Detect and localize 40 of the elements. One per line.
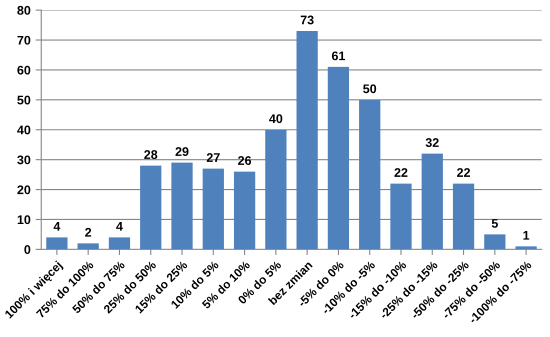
bar xyxy=(422,154,443,250)
data-label: 27 xyxy=(206,153,220,162)
bar xyxy=(296,31,318,250)
y-tick-label: 50 xyxy=(17,96,30,104)
bar xyxy=(452,184,474,250)
data-label: 1 xyxy=(523,231,530,240)
bar xyxy=(234,172,256,250)
data-label: 32 xyxy=(426,138,439,148)
data-label: 4 xyxy=(54,222,60,231)
bar xyxy=(484,234,506,250)
bar xyxy=(171,162,193,250)
bar xyxy=(46,237,68,250)
y-tick-label: 40 xyxy=(17,126,30,134)
y-tick-label: 20 xyxy=(17,185,30,194)
bar xyxy=(140,166,162,250)
data-label: 73 xyxy=(300,16,314,24)
data-label: 4 xyxy=(116,222,123,231)
bar xyxy=(202,168,224,250)
y-tick-label: 10 xyxy=(18,215,30,224)
data-label: 28 xyxy=(144,150,158,159)
bar xyxy=(265,130,286,250)
data-label: 61 xyxy=(332,51,346,60)
bar xyxy=(78,243,99,250)
data-label: 5 xyxy=(492,219,498,228)
bar xyxy=(328,66,350,250)
y-tick-label: 30 xyxy=(17,155,30,164)
bar xyxy=(359,100,380,250)
bar xyxy=(108,237,130,250)
y-tick-label: 70 xyxy=(17,36,30,45)
data-label: 26 xyxy=(238,156,252,165)
y-tick-label: 80 xyxy=(17,6,30,15)
y-tick-label: 60 xyxy=(17,66,30,75)
data-label: 29 xyxy=(176,147,189,156)
data-label: 22 xyxy=(394,168,408,177)
bar xyxy=(390,184,412,250)
data-label: 50 xyxy=(363,84,376,94)
data-label: 22 xyxy=(457,168,470,177)
data-label: 2 xyxy=(85,228,92,237)
y-tick-label: 0 xyxy=(24,245,30,254)
data-label: 40 xyxy=(269,114,282,124)
